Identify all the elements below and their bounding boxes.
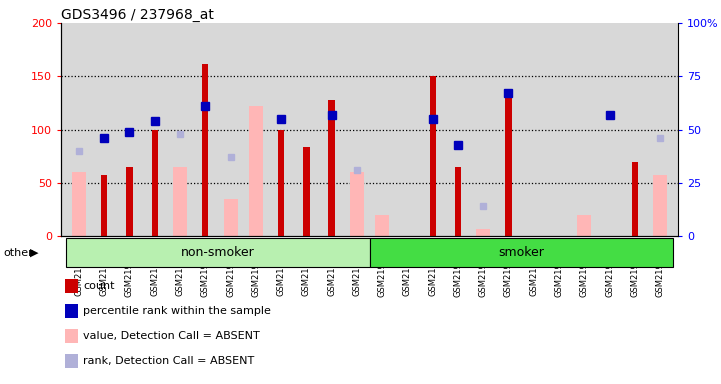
Bar [66, 238, 370, 267]
Bar [202, 63, 208, 236]
Bar [350, 172, 364, 236]
Bar [151, 129, 158, 236]
Bar [224, 199, 237, 236]
Bar [477, 229, 490, 236]
Text: ▶: ▶ [30, 248, 39, 258]
Bar [375, 215, 389, 236]
Bar [126, 167, 133, 236]
Bar [249, 106, 262, 236]
Bar [304, 147, 309, 236]
Text: percentile rank within the sample: percentile rank within the sample [83, 306, 271, 316]
Bar [329, 100, 335, 236]
Text: count: count [83, 281, 115, 291]
Text: GDS3496 / 237968_at: GDS3496 / 237968_at [61, 8, 214, 22]
Bar [72, 172, 86, 236]
Bar [653, 175, 667, 236]
Bar [505, 94, 512, 236]
Text: smoker: smoker [498, 246, 544, 259]
Bar [430, 76, 435, 236]
Text: non-smoker: non-smoker [181, 246, 255, 259]
Bar [632, 162, 638, 236]
Bar [370, 238, 673, 267]
Bar [173, 167, 187, 236]
Bar [455, 167, 461, 236]
Bar [278, 129, 284, 236]
Text: other: other [4, 248, 33, 258]
Bar [101, 175, 107, 236]
Text: value, Detection Call = ABSENT: value, Detection Call = ABSENT [83, 331, 260, 341]
Bar [578, 215, 591, 236]
Text: rank, Detection Call = ABSENT: rank, Detection Call = ABSENT [83, 356, 255, 366]
